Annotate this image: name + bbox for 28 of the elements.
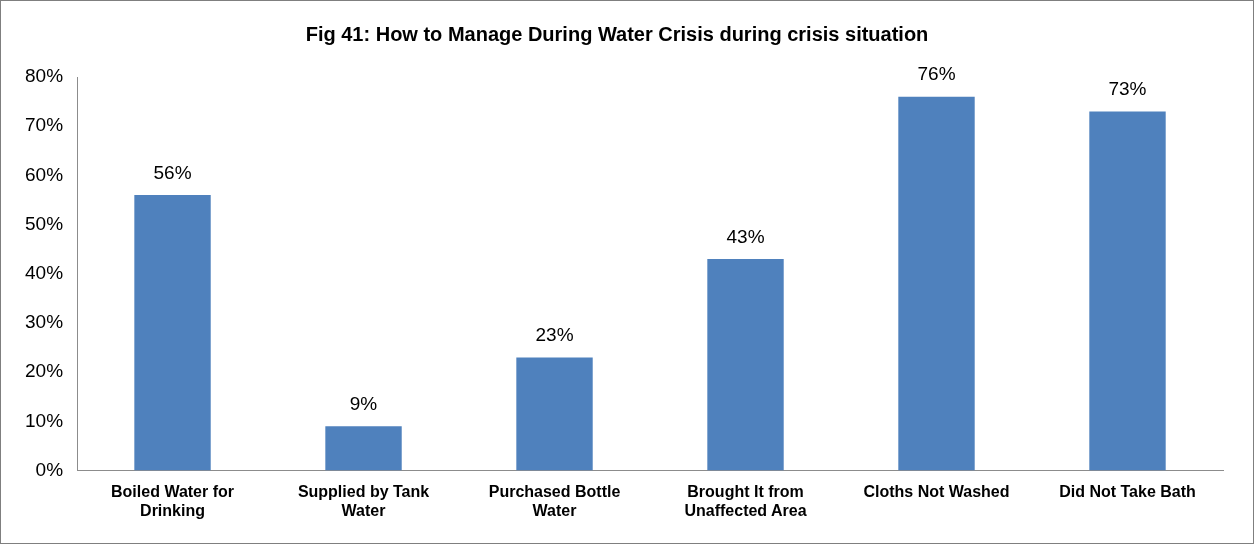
y-tick-label: 10%	[25, 409, 64, 431]
data-label: 9%	[349, 393, 378, 415]
y-tick-label: 50%	[25, 212, 64, 234]
bar	[898, 96, 975, 471]
data-label: 76%	[917, 63, 956, 85]
x-tick-label: Brought It from Unaffected Area	[684, 482, 807, 519]
bar	[1089, 111, 1166, 471]
y-tick-label: 60%	[25, 163, 64, 185]
data-label: 23%	[535, 324, 574, 346]
data-label: 73%	[1108, 78, 1147, 100]
bar	[325, 426, 402, 471]
x-tick-label: Did Not Take Bath	[1059, 482, 1196, 500]
bar	[134, 195, 211, 471]
data-label: 43%	[726, 225, 765, 247]
data-label: 56%	[153, 161, 192, 183]
y-tick-label: 30%	[25, 311, 64, 333]
x-tick-label: Supplied by Tank Water	[297, 482, 430, 519]
y-tick-label: 40%	[25, 262, 64, 284]
bar	[707, 259, 784, 471]
y-tick-label: 70%	[25, 114, 64, 136]
bar	[516, 357, 593, 471]
y-tick-label: 80%	[25, 65, 64, 87]
chart-title: Fig 41: How to Manage During Water Crisis during crisis situation	[305, 22, 929, 45]
y-tick-label: 20%	[25, 360, 64, 382]
x-tick-label: Cloths Not Washed	[863, 482, 1010, 500]
y-tick-label: 0%	[35, 458, 64, 480]
x-tick-label: Purchased Bottle Water	[488, 482, 621, 519]
x-tick-label: Boiled Water for Drinking	[111, 482, 235, 519]
